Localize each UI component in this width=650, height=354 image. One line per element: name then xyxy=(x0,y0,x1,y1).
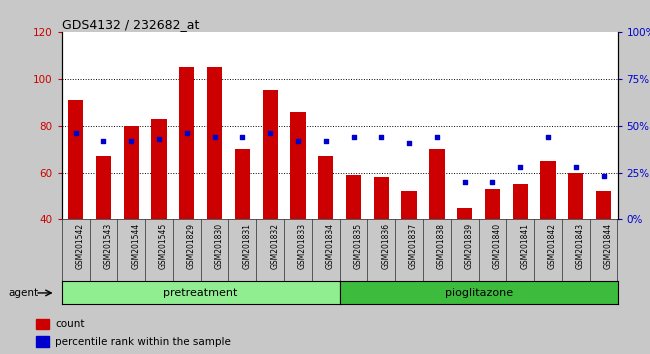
Point xyxy=(376,134,387,140)
Point xyxy=(348,134,359,140)
Text: GSM201836: GSM201836 xyxy=(382,223,390,269)
Text: GSM201841: GSM201841 xyxy=(520,223,529,269)
Point xyxy=(460,179,470,185)
Bar xyxy=(457,208,473,219)
Bar xyxy=(235,149,250,219)
Bar xyxy=(36,336,49,347)
Point xyxy=(404,140,414,145)
Bar xyxy=(374,177,389,219)
Text: GSM201545: GSM201545 xyxy=(159,223,168,269)
Text: GDS4132 / 232682_at: GDS4132 / 232682_at xyxy=(62,18,199,31)
Text: GSM201542: GSM201542 xyxy=(75,223,84,269)
Point xyxy=(320,138,331,143)
Point xyxy=(515,164,525,170)
Text: agent: agent xyxy=(9,288,39,298)
Text: GSM201842: GSM201842 xyxy=(548,223,557,269)
Point xyxy=(488,179,498,185)
Point xyxy=(126,138,136,143)
Bar xyxy=(485,189,500,219)
Bar xyxy=(263,91,278,219)
Text: GSM201844: GSM201844 xyxy=(604,223,612,269)
Text: GSM201834: GSM201834 xyxy=(326,223,335,269)
Point xyxy=(237,134,248,140)
Text: GSM201833: GSM201833 xyxy=(298,223,307,269)
Point xyxy=(98,138,109,143)
Bar xyxy=(402,191,417,219)
Bar xyxy=(540,161,556,219)
Text: GSM201835: GSM201835 xyxy=(354,223,363,269)
Text: GSM201840: GSM201840 xyxy=(493,223,501,269)
Point xyxy=(432,134,442,140)
Bar xyxy=(568,172,584,219)
Text: GSM201831: GSM201831 xyxy=(242,223,252,269)
Text: count: count xyxy=(55,319,84,329)
Text: GSM201832: GSM201832 xyxy=(270,223,279,269)
Bar xyxy=(179,67,194,219)
Bar xyxy=(318,156,333,219)
Text: GSM201839: GSM201839 xyxy=(465,223,474,269)
Point xyxy=(209,134,220,140)
Text: GSM201838: GSM201838 xyxy=(437,223,446,269)
Bar xyxy=(513,184,528,219)
Point xyxy=(543,134,553,140)
Bar xyxy=(96,156,111,219)
Point xyxy=(154,136,164,142)
Text: percentile rank within the sample: percentile rank within the sample xyxy=(55,337,231,347)
Text: GSM201830: GSM201830 xyxy=(214,223,224,269)
Bar xyxy=(36,319,49,329)
Text: pioglitazone: pioglitazone xyxy=(445,288,513,298)
Point xyxy=(571,164,581,170)
Text: GSM201843: GSM201843 xyxy=(576,223,585,269)
Bar xyxy=(151,119,166,219)
Bar xyxy=(68,100,83,219)
Bar xyxy=(291,112,306,219)
Bar xyxy=(429,149,445,219)
Point xyxy=(599,173,609,179)
Point xyxy=(181,130,192,136)
Point xyxy=(70,130,81,136)
Point xyxy=(265,130,276,136)
Text: GSM201837: GSM201837 xyxy=(409,223,418,269)
Point xyxy=(292,138,303,143)
Text: GSM201543: GSM201543 xyxy=(103,223,112,269)
Bar xyxy=(346,175,361,219)
Text: GSM201829: GSM201829 xyxy=(187,223,196,269)
Bar xyxy=(124,126,139,219)
Text: GSM201544: GSM201544 xyxy=(131,223,140,269)
Bar xyxy=(596,191,611,219)
Bar xyxy=(207,67,222,219)
Text: pretreatment: pretreatment xyxy=(164,288,238,298)
